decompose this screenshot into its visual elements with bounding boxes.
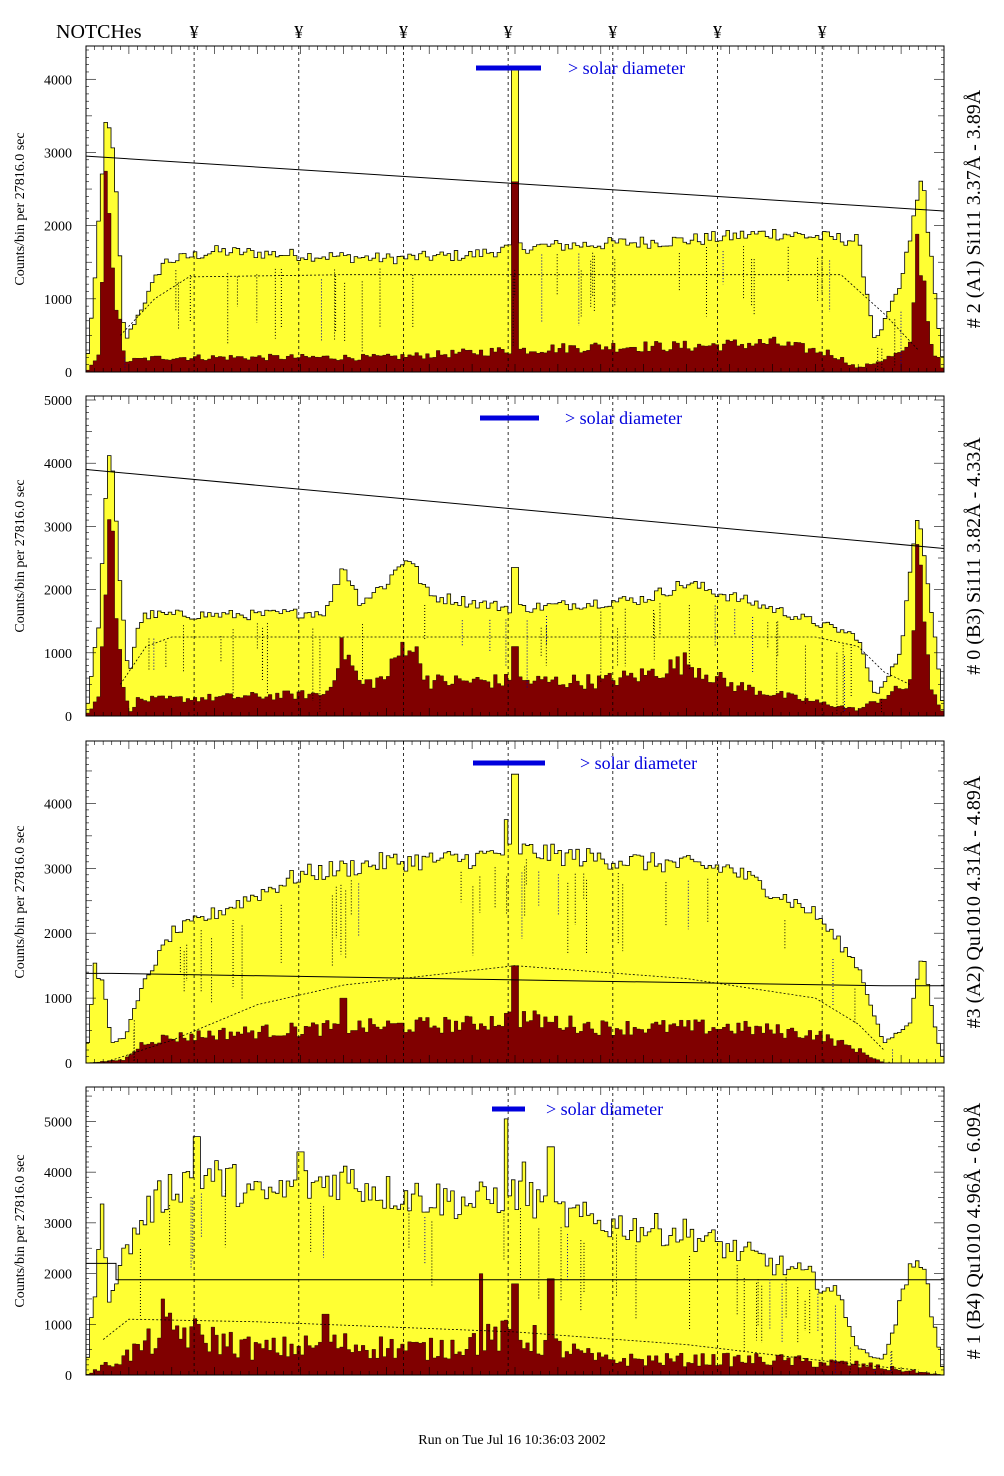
dotted-curve <box>120 274 919 351</box>
panel-right-label: # 2 (A1) Si111 3.37Å - 3.89Å <box>963 89 985 328</box>
reference-line <box>86 972 944 987</box>
y-tick-label-2000: 2000 <box>44 1268 72 1283</box>
panels: 0 1000 2000 3000 4000 Counts/bin per 27816.0 … <box>13 45 985 1384</box>
y-tick-label-2000: 2000 <box>44 584 72 599</box>
reference-line <box>86 1262 944 1281</box>
y-tick-label-2000: 2000 <box>44 220 72 235</box>
chart-panel-3: 0 1000 2000 3000 4000 Counts/bin per 27816.0 … <box>13 740 985 1072</box>
notches-label: NOTCHes <box>56 21 142 43</box>
y-tick-label-0: 0 <box>65 1369 72 1384</box>
chart-panel-4: 0 1000 2000 3000 4000 5000 Counts/bin per 2781… <box>13 1086 985 1384</box>
panel-right-label: # 0 (B3) Si111 3.82Å - 4.33Å <box>963 437 985 675</box>
notch-marker-6: ¥ <box>713 22 722 42</box>
y-tick-label-0: 0 <box>65 1057 72 1072</box>
y-axis-label: Counts/bin per 27816.0 sec <box>13 479 28 632</box>
y-tick-label-1000: 1000 <box>44 992 72 1007</box>
notch-marker-1: ¥ <box>190 22 199 42</box>
notch-marker-2: ¥ <box>294 22 303 42</box>
reference-line <box>86 155 944 212</box>
y-tick-label-3000: 3000 <box>44 1217 72 1232</box>
plot-area <box>86 1087 944 1375</box>
signal-histogram <box>86 519 944 716</box>
line-label-texture <box>133 859 894 1063</box>
y-tick-label-5000: 5000 <box>44 394 72 409</box>
signal-histogram <box>86 965 944 1063</box>
y-tick-label-4000: 4000 <box>44 73 72 88</box>
signal-histogram <box>86 170 944 372</box>
signal-histogram <box>86 1273 944 1375</box>
solar-diameter-label: > solar diameter <box>565 408 682 428</box>
notch-marker-4: ¥ <box>504 22 513 42</box>
y-tick-label-1000: 1000 <box>44 647 72 662</box>
notch-marker-5: ¥ <box>608 22 617 42</box>
plot-area <box>86 396 944 716</box>
dotted-curve <box>103 965 885 1063</box>
y-axis-label: Counts/bin per 27816.0 sec <box>13 1154 28 1307</box>
reference-line <box>86 469 944 549</box>
line-label-texture <box>139 1190 893 1375</box>
y-tick-label-1000: 1000 <box>44 1318 72 1333</box>
y-axis-label: Counts/bin per 27816.0 sec <box>13 825 28 978</box>
y-tick-label-3000: 3000 <box>44 146 72 161</box>
y-tick-label-4000: 4000 <box>44 1166 72 1181</box>
y-tick-label-1000: 1000 <box>44 293 72 308</box>
y-tick-label-0: 0 <box>65 366 72 381</box>
solar-diameter-label: > solar diameter <box>580 753 697 773</box>
y-axis-label: Counts/bin per 27816.0 sec <box>13 132 28 285</box>
line-label-texture <box>148 603 883 714</box>
y-tick-label-5000: 5000 <box>44 1115 72 1130</box>
y-tick-label-0: 0 <box>65 710 72 725</box>
run-info: Run on Tue Jul 16 10:36:03 2002 <box>418 1433 605 1448</box>
y-tick-label-2000: 2000 <box>44 927 72 942</box>
envelope-histogram <box>86 773 944 1063</box>
plot-area <box>86 741 944 1063</box>
y-tick-label-4000: 4000 <box>44 457 72 472</box>
y-tick-label-3000: 3000 <box>44 862 72 877</box>
chart-panel-2: 0 1000 2000 3000 4000 5000 Counts/bin per 2781… <box>13 394 985 725</box>
line-label-texture <box>124 246 902 370</box>
notch-marker-7: ¥ <box>818 22 827 42</box>
solar-diameter-label: > solar diameter <box>568 58 685 78</box>
envelope-histogram <box>86 455 944 716</box>
notch-marker-3: ¥ <box>399 22 408 42</box>
solar-diameter-label: > solar diameter <box>546 1099 663 1119</box>
y-tick-label-3000: 3000 <box>44 520 72 535</box>
plot-area <box>86 46 944 372</box>
panel-right-label: #3 (A2) Qu1010 4.31Å - 4.89Å <box>963 775 985 1028</box>
envelope-histogram <box>86 1118 944 1375</box>
notch-markers: ¥ ¥ ¥ ¥ ¥ ¥ ¥ <box>190 22 827 42</box>
dotted-curve <box>102 1318 919 1371</box>
chart-panel-1: 0 1000 2000 3000 4000 Counts/bin per 27816.0 … <box>13 45 985 381</box>
panel-right-label: # 1 (B4) Qu1010 4.96Å - 6.09Å <box>963 1102 985 1359</box>
y-tick-label-4000: 4000 <box>44 797 72 812</box>
